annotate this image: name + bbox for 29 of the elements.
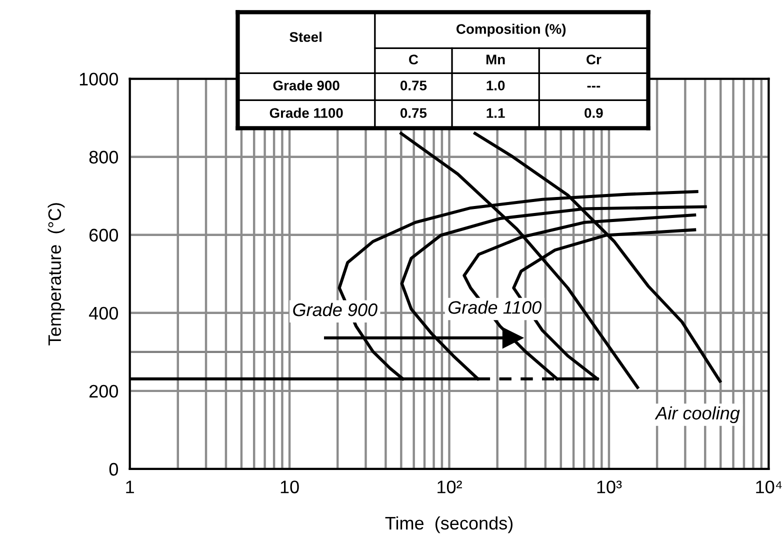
annotation: Grade 900	[273, 80, 340, 90]
annotation: 1.1	[486, 108, 505, 118]
annotation: Air cooling	[654, 406, 740, 424]
x-axis-title: Time (seconds)	[385, 516, 513, 534]
x-tick-label: 1	[126, 480, 134, 494]
x-tick-label: 10³	[597, 480, 622, 494]
y-axis-title: Temperature (°C)	[48, 203, 65, 346]
x-tick-label: 10²	[438, 480, 462, 494]
x-tick-label: 10⁴	[756, 480, 782, 494]
y-tick-label: 400	[88, 306, 118, 320]
y-tick-label: 1000	[80, 72, 118, 86]
y-tick-label: 0	[109, 462, 118, 476]
y-tick-label: 800	[89, 150, 118, 164]
text: Steel	[290, 32, 322, 42]
text: Mn	[486, 54, 505, 64]
y-tick-label: 200	[89, 384, 118, 398]
annotation: 1.0	[486, 80, 505, 90]
text: C	[409, 54, 418, 64]
annotation: Grade 900	[293, 302, 378, 316]
annotation: 0.9	[584, 108, 603, 118]
annotation: 0.75	[400, 80, 427, 90]
text: Cr	[586, 54, 602, 64]
annotation: Grade 1100	[448, 300, 542, 314]
annotation: Grade 1100	[270, 108, 343, 118]
y-tick-label: 600	[89, 228, 118, 242]
text: Composition (%)	[456, 24, 566, 37]
annotation: ---	[587, 86, 600, 88]
x-tick-label: 10	[280, 480, 299, 494]
annotation: 0.75	[400, 108, 427, 118]
